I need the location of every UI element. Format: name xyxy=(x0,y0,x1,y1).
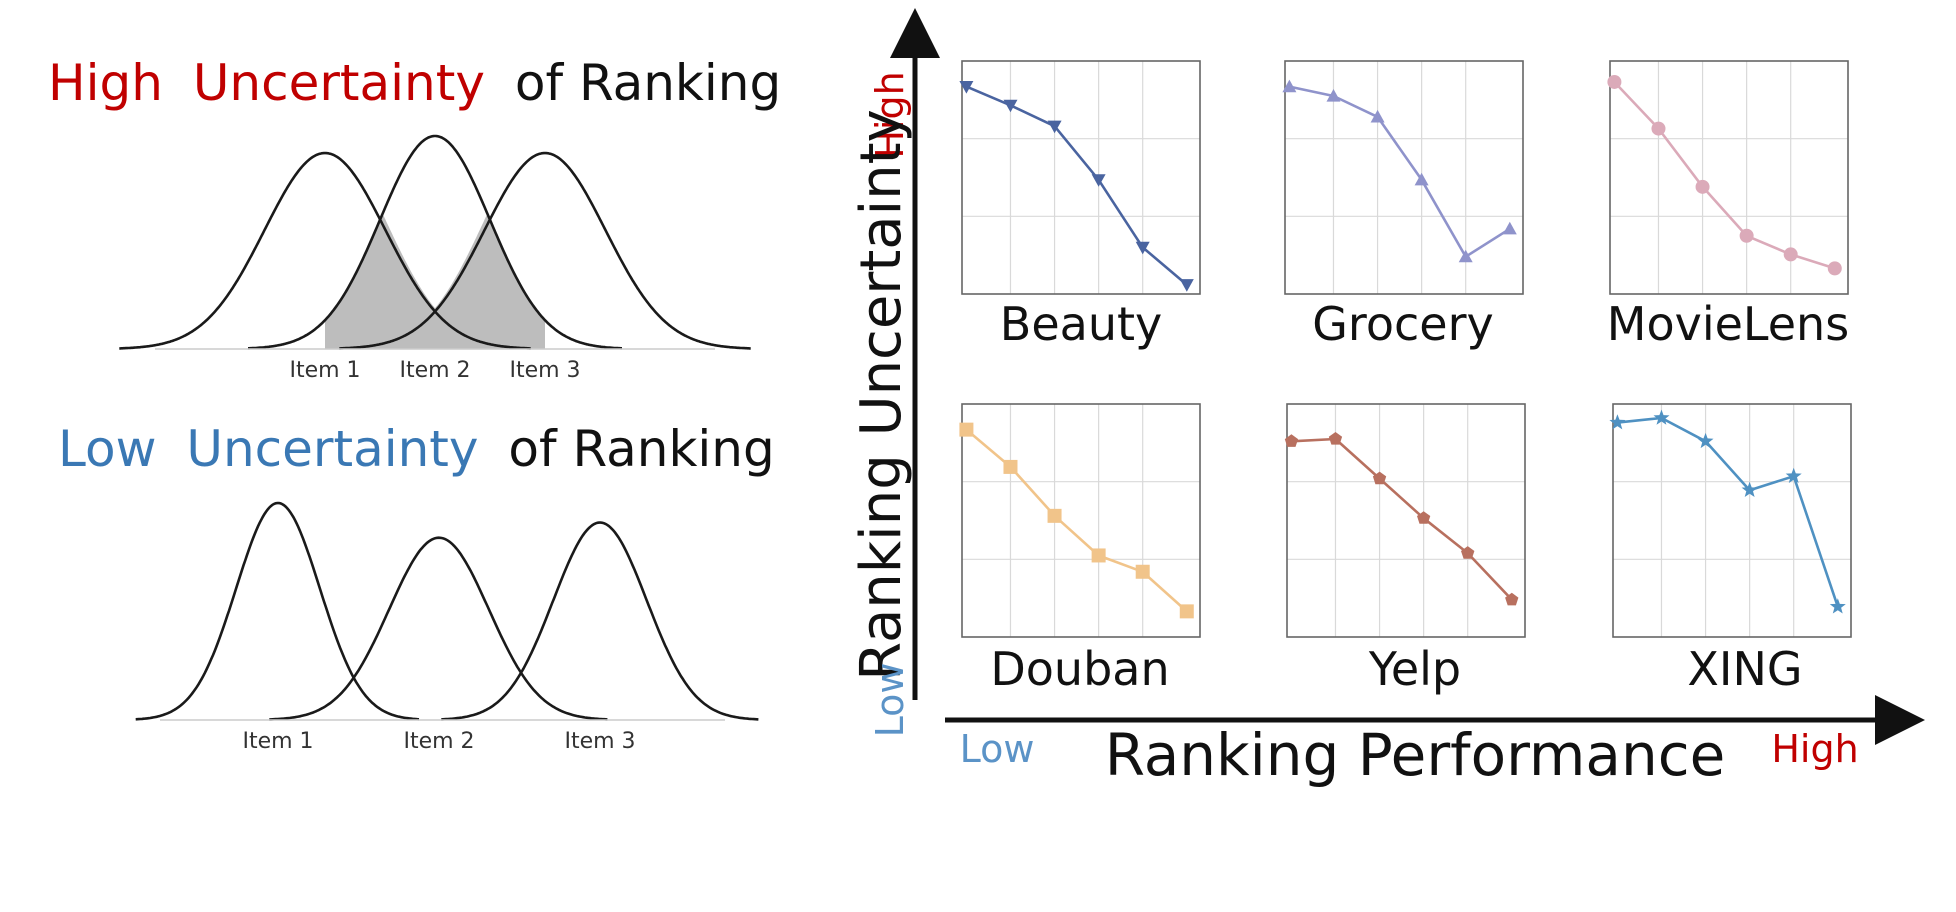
data-point xyxy=(1502,221,1517,235)
data-point xyxy=(1372,471,1387,485)
data-point xyxy=(1651,121,1666,136)
series-line xyxy=(965,428,1188,613)
y-axis-high-label: High xyxy=(868,71,912,158)
chart-frame xyxy=(1609,60,1849,295)
data-point xyxy=(1328,432,1343,445)
data-point xyxy=(1829,598,1846,614)
series-line xyxy=(1289,85,1511,259)
high-item-3-label: Item 3 xyxy=(509,358,580,383)
data-point xyxy=(1785,467,1802,483)
data-point xyxy=(1827,261,1842,276)
data-point xyxy=(1461,546,1475,559)
item-2-curve xyxy=(248,134,622,350)
series-line xyxy=(1613,81,1836,270)
x-axis-high-label: High xyxy=(1771,727,1858,771)
item-3-curve xyxy=(339,151,751,350)
low-uncertainty-title: Low Uncertainty of Ranking xyxy=(58,420,775,478)
high-uncertainty-title: High Uncertainty of Ranking xyxy=(48,54,781,112)
data-point xyxy=(1135,564,1150,579)
chart-title-xing: XING xyxy=(1687,642,1802,696)
chart-frame xyxy=(1612,403,1852,638)
data-point xyxy=(1282,79,1297,93)
overlap-area-1-2 xyxy=(325,214,435,349)
x-axis-title: Ranking Performance xyxy=(1105,721,1726,789)
data-point xyxy=(1417,511,1431,524)
data-point xyxy=(1003,99,1018,113)
data-point xyxy=(1047,120,1062,134)
series-line xyxy=(1291,437,1513,601)
data-point xyxy=(1135,241,1150,255)
high-item-2-label: Item 2 xyxy=(399,358,470,383)
data-point xyxy=(1607,74,1622,89)
chart-yelp xyxy=(1284,403,1526,638)
low-item-1-label: Item 1 xyxy=(242,729,313,754)
data-point xyxy=(1179,604,1194,619)
chart-title-grocery: Grocery xyxy=(1312,297,1493,351)
chart-movielens xyxy=(1607,60,1849,295)
series-line xyxy=(1617,416,1840,608)
overlap-area-2-3 xyxy=(435,214,545,349)
quadrant-axes: High Ranking Uncertainty Low Low Ranking… xyxy=(849,8,1925,789)
data-point xyxy=(1047,508,1062,523)
chart-frame xyxy=(961,403,1201,638)
chart-beauty xyxy=(959,60,1201,295)
chart-frame xyxy=(1286,403,1526,638)
chart-xing xyxy=(1609,403,1852,638)
title-uncertainty-word: Uncertainty xyxy=(193,54,485,112)
data-point xyxy=(1697,432,1714,449)
low-uncertainty-distributions xyxy=(135,501,759,721)
title-high-word: High xyxy=(48,54,163,112)
data-point xyxy=(1003,459,1018,474)
chart-title-douban: Douban xyxy=(990,642,1169,696)
chart-frame xyxy=(961,60,1201,295)
high-uncertainty-panel: High Uncertainty of Ranking Item 1 Item … xyxy=(48,54,781,383)
data-point xyxy=(1458,249,1473,263)
item-2-curve xyxy=(269,536,608,721)
data-point xyxy=(1609,414,1626,430)
data-point xyxy=(1505,592,1519,606)
data-point xyxy=(1695,179,1710,194)
chart-title-yelp: Yelp xyxy=(1368,642,1461,696)
data-point xyxy=(1653,409,1670,425)
title-of-ranking: of Ranking xyxy=(508,420,774,478)
high-item-1-label: Item 1 xyxy=(289,358,360,383)
data-point xyxy=(1414,172,1429,186)
x-axis-low-label: Low xyxy=(960,727,1035,771)
title-of-ranking: of Ranking xyxy=(515,54,781,112)
chart-grocery xyxy=(1282,60,1524,295)
chart-title-beauty: Beauty xyxy=(1000,297,1162,351)
data-point xyxy=(1284,434,1299,447)
y-axis-low-label: Low xyxy=(868,663,912,738)
data-point xyxy=(1091,548,1106,563)
title-low-word: Low xyxy=(58,420,156,478)
data-point xyxy=(959,422,974,437)
series-line xyxy=(965,85,1188,286)
data-point xyxy=(959,81,974,94)
item-1-curve xyxy=(119,151,531,350)
low-item-3-label: Item 3 xyxy=(564,729,635,754)
title-uncertainty-word: Uncertainty xyxy=(186,420,478,478)
data-point xyxy=(1326,89,1341,102)
item-3-curve xyxy=(441,521,759,721)
data-point xyxy=(1370,109,1385,123)
data-point xyxy=(1739,228,1754,243)
high-uncertainty-distributions xyxy=(119,134,751,350)
item-1-curve xyxy=(135,501,420,721)
y-axis-title: Ranking Uncertainty xyxy=(849,109,914,680)
data-point xyxy=(1783,247,1798,262)
dataset-charts: Beauty Grocery MovieLens Douban Yelp XIN… xyxy=(959,60,1852,696)
chart-douban xyxy=(959,403,1201,638)
chart-title-movielens: MovieLens xyxy=(1607,297,1849,351)
chart-frame xyxy=(1284,60,1524,295)
data-point xyxy=(1091,174,1106,187)
data-point xyxy=(1179,279,1194,292)
data-point xyxy=(1741,481,1758,497)
low-item-2-label: Item 2 xyxy=(403,729,474,754)
low-uncertainty-panel: Low Uncertainty of Ranking Item 1 Item 2… xyxy=(58,420,775,754)
